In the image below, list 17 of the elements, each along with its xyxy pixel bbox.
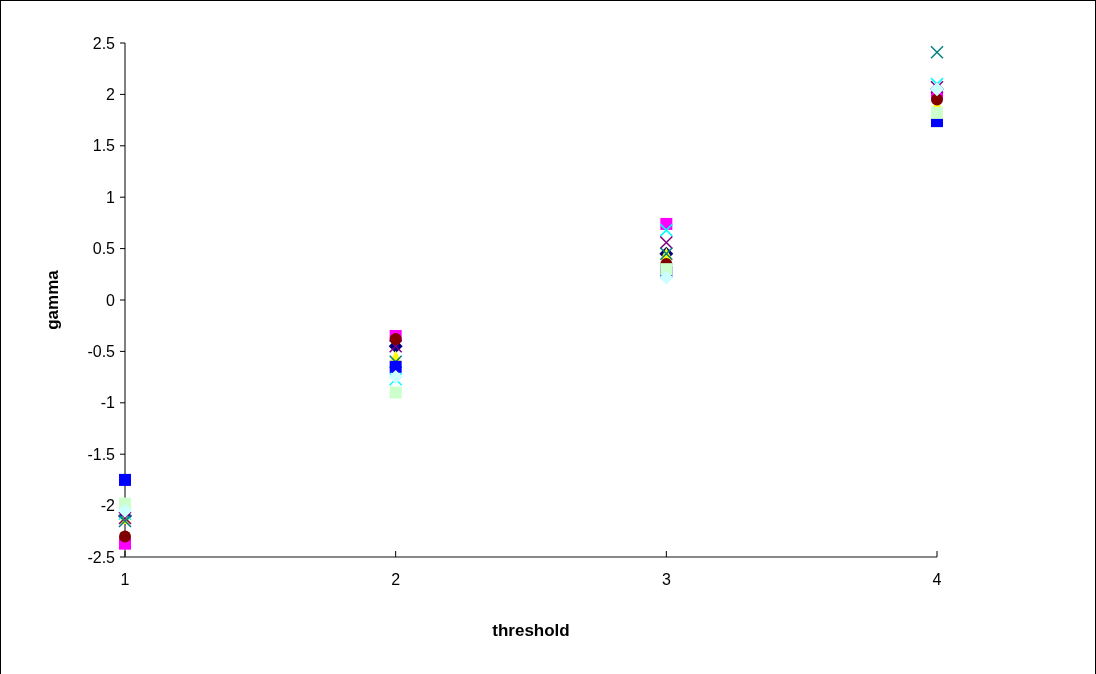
y-tick-label: 2.5 — [92, 34, 116, 52]
y-tick-label: -0.5 — [87, 343, 116, 360]
y-tick-label: -2 — [100, 497, 116, 515]
y-tick-label: -1.5 — [87, 445, 116, 463]
x-tick-label: 1 — [120, 571, 130, 588]
y-tick-label: 1 — [106, 188, 116, 206]
y-tick-label: -2.5 — [87, 548, 116, 566]
x-tick-label: 3 — [661, 571, 671, 588]
x-tick-label: 2 — [391, 571, 401, 588]
y-tick-label: -1 — [100, 394, 116, 412]
x-axis-title: threshold — [492, 621, 570, 640]
y-tick-label: 0.5 — [92, 240, 116, 258]
y-tick-label: 1.5 — [92, 137, 116, 155]
y-tick-label: 0 — [106, 291, 116, 309]
y-axis-title: gamma — [43, 269, 62, 330]
y-tick-label: 2 — [106, 86, 116, 103]
x-tick-label: 4 — [932, 571, 942, 588]
